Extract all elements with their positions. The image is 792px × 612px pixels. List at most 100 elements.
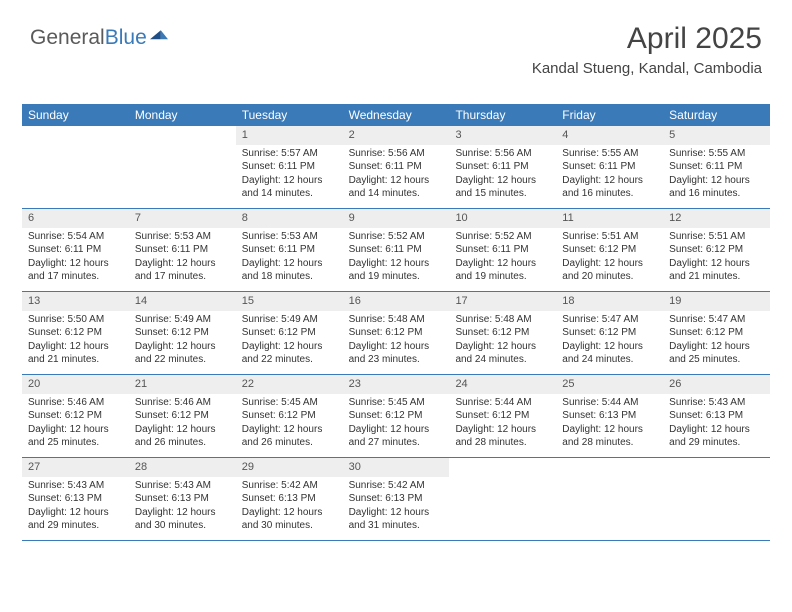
day-number: 5 (663, 126, 770, 145)
day-body: Sunrise: 5:44 AMSunset: 6:13 PMDaylight:… (556, 394, 663, 454)
day-info-line: Sunset: 6:12 PM (242, 326, 337, 340)
day-info-line: Sunrise: 5:56 AM (455, 147, 550, 161)
day-info-line: Sunrise: 5:50 AM (28, 313, 123, 327)
empty-day (129, 126, 236, 144)
day-info-line: Sunset: 6:12 PM (349, 409, 444, 423)
day-cell: 17Sunrise: 5:48 AMSunset: 6:12 PMDayligh… (449, 292, 556, 374)
day-cell: 10Sunrise: 5:52 AMSunset: 6:11 PMDayligh… (449, 209, 556, 291)
day-info-line: Daylight: 12 hours and 28 minutes. (455, 423, 550, 450)
day-body: Sunrise: 5:50 AMSunset: 6:12 PMDaylight:… (22, 311, 129, 371)
day-info-line: Daylight: 12 hours and 26 minutes. (242, 423, 337, 450)
weekday-header: Saturday (663, 104, 770, 126)
weekday-header: Wednesday (343, 104, 450, 126)
day-info-line: Sunset: 6:12 PM (562, 326, 657, 340)
day-cell: 5Sunrise: 5:55 AMSunset: 6:11 PMDaylight… (663, 126, 770, 208)
day-info-line: Sunset: 6:11 PM (562, 160, 657, 174)
day-info-line: Daylight: 12 hours and 24 minutes. (455, 340, 550, 367)
weekday-header: Sunday (22, 104, 129, 126)
day-cell: 29Sunrise: 5:42 AMSunset: 6:13 PMDayligh… (236, 458, 343, 540)
day-number: 10 (449, 209, 556, 228)
day-info-line: Sunrise: 5:47 AM (562, 313, 657, 327)
day-number: 6 (22, 209, 129, 228)
day-info-line: Sunrise: 5:56 AM (349, 147, 444, 161)
empty-day (663, 458, 770, 476)
day-cell (449, 458, 556, 540)
weekday-header: Thursday (449, 104, 556, 126)
day-info-line: Sunset: 6:13 PM (669, 409, 764, 423)
day-body: Sunrise: 5:53 AMSunset: 6:11 PMDaylight:… (129, 228, 236, 288)
day-info-line: Daylight: 12 hours and 21 minutes. (669, 257, 764, 284)
day-body (663, 476, 770, 482)
day-number: 14 (129, 292, 236, 311)
day-cell: 24Sunrise: 5:44 AMSunset: 6:12 PMDayligh… (449, 375, 556, 457)
day-info-line: Sunrise: 5:45 AM (349, 396, 444, 410)
day-body (22, 144, 129, 150)
day-info-line: Sunrise: 5:43 AM (135, 479, 230, 493)
day-info-line: Sunset: 6:11 PM (242, 243, 337, 257)
calendar-row: 6Sunrise: 5:54 AMSunset: 6:11 PMDaylight… (22, 209, 770, 292)
day-info-line: Sunset: 6:12 PM (455, 326, 550, 340)
day-info-line: Daylight: 12 hours and 31 minutes. (349, 506, 444, 533)
calendar-row: 1Sunrise: 5:57 AMSunset: 6:11 PMDaylight… (22, 126, 770, 209)
day-number: 16 (343, 292, 450, 311)
day-info-line: Daylight: 12 hours and 14 minutes. (349, 174, 444, 201)
day-body: Sunrise: 5:57 AMSunset: 6:11 PMDaylight:… (236, 145, 343, 205)
day-info-line: Daylight: 12 hours and 23 minutes. (349, 340, 444, 367)
day-body: Sunrise: 5:44 AMSunset: 6:12 PMDaylight:… (449, 394, 556, 454)
day-cell: 7Sunrise: 5:53 AMSunset: 6:11 PMDaylight… (129, 209, 236, 291)
day-cell: 2 Sunrise: 5:56 AMSunset: 6:11 PMDaylight… (343, 126, 450, 208)
day-body: Sunrise: 5:49 AMSunset: 6:12 PMDaylight:… (236, 311, 343, 371)
day-info-line: Daylight: 12 hours and 22 minutes. (135, 340, 230, 367)
day-info-line: Daylight: 12 hours and 24 minutes. (562, 340, 657, 367)
day-info-line: Sunset: 6:11 PM (349, 160, 444, 174)
day-body (556, 476, 663, 482)
day-info-line: Sunset: 6:13 PM (242, 492, 337, 506)
day-info-line: Sunrise: 5:52 AM (349, 230, 444, 244)
calendar-row: 20Sunrise: 5:46 AMSunset: 6:12 PMDayligh… (22, 375, 770, 458)
day-body: Sunrise: 5:54 AMSunset: 6:11 PMDaylight:… (22, 228, 129, 288)
day-number: 23 (343, 375, 450, 394)
day-cell: 22Sunrise: 5:45 AMSunset: 6:12 PMDayligh… (236, 375, 343, 457)
day-info-line: Sunset: 6:11 PM (242, 160, 337, 174)
day-info-line: Sunset: 6:13 PM (28, 492, 123, 506)
day-body: Sunrise: 5:42 AMSunset: 6:13 PMDaylight:… (236, 477, 343, 537)
day-number: 20 (22, 375, 129, 394)
day-number: 30 (343, 458, 450, 477)
day-info-line: Sunset: 6:12 PM (28, 326, 123, 340)
day-number: 12 (663, 209, 770, 228)
location-label: Kandal Stueng, Kandal, Cambodia (532, 60, 762, 77)
day-info-line: Sunset: 6:12 PM (562, 243, 657, 257)
empty-day (449, 458, 556, 476)
day-info-line: Daylight: 12 hours and 16 minutes. (669, 174, 764, 201)
day-info-line: Sunrise: 5:51 AM (669, 230, 764, 244)
brand-logo: GeneralBlue (30, 26, 168, 50)
day-info-line: Daylight: 12 hours and 21 minutes. (28, 340, 123, 367)
day-number: 1 (236, 126, 343, 145)
day-info-line: Sunset: 6:13 PM (135, 492, 230, 506)
day-number: 2 (343, 126, 450, 145)
weekday-header: Friday (556, 104, 663, 126)
day-number: 11 (556, 209, 663, 228)
day-number: 4 (556, 126, 663, 145)
day-info-line: Sunrise: 5:42 AM (349, 479, 444, 493)
day-info-line: Sunrise: 5:55 AM (562, 147, 657, 161)
day-info-line: Daylight: 12 hours and 30 minutes. (135, 506, 230, 533)
day-info-line: Daylight: 12 hours and 17 minutes. (135, 257, 230, 284)
day-cell: 11Sunrise: 5:51 AMSunset: 6:12 PMDayligh… (556, 209, 663, 291)
day-info-line: Daylight: 12 hours and 22 minutes. (242, 340, 337, 367)
day-info-line: Sunrise: 5:44 AM (455, 396, 550, 410)
day-cell: 3Sunrise: 5:56 AMSunset: 6:11 PMDaylight… (449, 126, 556, 208)
day-body: Sunrise: 5:52 AMSunset: 6:11 PMDaylight:… (449, 228, 556, 288)
day-cell (663, 458, 770, 540)
day-info-line: Sunset: 6:12 PM (28, 409, 123, 423)
weekday-header-row: Sunday Monday Tuesday Wednesday Thursday… (22, 104, 770, 126)
day-info-line: Sunrise: 5:46 AM (135, 396, 230, 410)
day-info-line: Daylight: 12 hours and 20 minutes. (562, 257, 657, 284)
day-body: Sunrise: 5:43 AMSunset: 6:13 PMDaylight:… (22, 477, 129, 537)
day-number: 22 (236, 375, 343, 394)
day-info-line: Sunset: 6:12 PM (455, 409, 550, 423)
day-info-line: Daylight: 12 hours and 29 minutes. (28, 506, 123, 533)
brand-part2: Blue (105, 26, 147, 50)
empty-day (22, 126, 129, 144)
day-info-line: Daylight: 12 hours and 19 minutes. (349, 257, 444, 284)
